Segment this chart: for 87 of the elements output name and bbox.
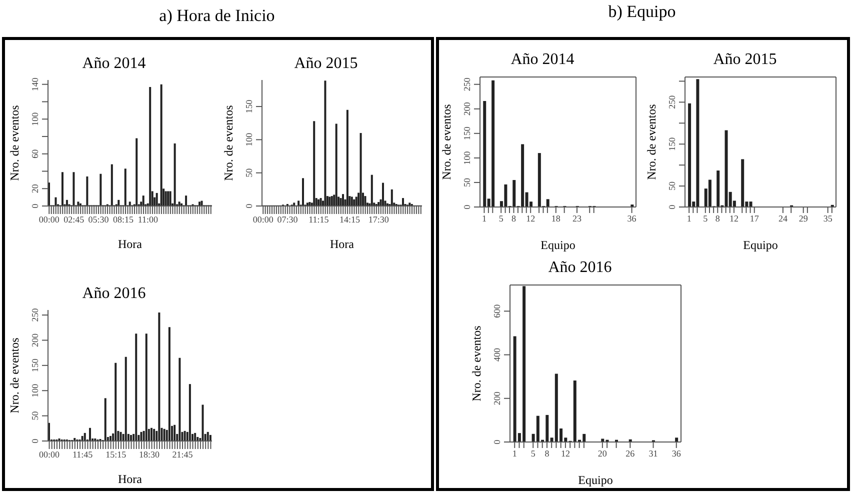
x-tick-label: 11:00: [138, 214, 159, 224]
chart-title: Año 2014: [510, 50, 576, 70]
y-tick-label: 0: [30, 438, 40, 444]
y-tick-label: 50: [667, 181, 677, 191]
x-axis-title: Hora: [118, 237, 143, 251]
y-tick-label: 0: [492, 439, 502, 444]
y-tick-label: 150: [30, 358, 40, 372]
y-tick-label: 0: [30, 203, 40, 208]
x-tick-label: 07:30: [277, 214, 298, 224]
chart-title: Año 2016: [81, 284, 147, 304]
x-axis-title: Hora: [330, 237, 355, 251]
y-tick-label: 150: [244, 99, 254, 114]
x-tick-label: 8: [544, 448, 550, 458]
x-tick-label: 15:15: [106, 449, 127, 460]
y-tick-label: 250: [667, 94, 677, 109]
text: a) Hora de Inicio: [158, 6, 276, 26]
x-tick-label: 5: [703, 213, 708, 224]
y-axis-title: Nro. de eventos: [7, 104, 22, 181]
x-tick-label: 02:45: [64, 214, 85, 224]
x-tick-label: 11:15: [308, 214, 330, 224]
x-tick-label: 12: [729, 213, 738, 224]
y-tick-label: 150: [462, 126, 472, 140]
x-tick-label: 00:00: [252, 214, 274, 224]
y-tick-label: 600: [492, 304, 502, 318]
x-tick-label: 1: [512, 448, 517, 458]
text: b) Equipo: [607, 2, 677, 22]
x-tick-label: 36: [627, 213, 637, 224]
x-tick-label: 5: [530, 448, 536, 458]
x-tick-label: 17: [750, 213, 760, 224]
x-tick-label: 36: [672, 448, 682, 458]
y-axis-title: Nro. de eventos: [644, 104, 658, 180]
y-tick-label: 100: [462, 150, 472, 165]
y-tick-label: 400: [492, 348, 502, 362]
x-tick-label: 8: [715, 213, 720, 224]
y-tick-label: 0: [244, 203, 254, 208]
y-tick-label: 100: [30, 383, 40, 398]
x-tick-label: 12: [526, 213, 536, 224]
y-tick-label: 250: [30, 308, 40, 322]
x-tick-label: 00:00: [38, 214, 60, 224]
x-tick-label: 18: [551, 213, 561, 224]
y-tick-label: 50: [244, 168, 254, 178]
y-tick-label: 100: [244, 132, 254, 146]
x-tick-label: 11:45: [72, 449, 94, 460]
y-tick-label: 100: [30, 112, 40, 126]
x-tick-label: 14:15: [340, 214, 361, 224]
y-axis-title: Nro. de eventos: [7, 337, 22, 414]
y-tick-label: 200: [30, 332, 40, 347]
y-axis-title: Nro. de eventos: [221, 104, 236, 181]
x-tick-label: 1: [686, 213, 692, 224]
x-tick-label: 1: [482, 213, 486, 224]
y-tick-label: 50: [30, 410, 40, 420]
x-tick-label: 12: [560, 448, 570, 458]
chart-title: Año 2014: [81, 54, 147, 74]
x-tick-label: 5: [498, 213, 504, 224]
chart-title: Año 2016: [547, 258, 613, 278]
y-tick-label: 250: [462, 77, 472, 92]
x-axis-title: Equipo: [540, 238, 576, 252]
x-tick-label: 20: [598, 448, 608, 458]
y-axis-title: Nro. de eventos: [469, 325, 484, 402]
x-tick-label: 17:30: [368, 214, 390, 224]
x-tick-label: 05:30: [88, 214, 110, 224]
y-tick-label: 200: [462, 102, 472, 116]
x-tick-label: 08:15: [113, 214, 134, 224]
x-tick-label: 18:30: [138, 449, 160, 460]
y-tick-label: 0: [462, 204, 472, 210]
x-tick-label: 31: [648, 448, 658, 458]
y-tick-label: 150: [667, 136, 677, 151]
x-tick-label: 26: [626, 448, 636, 458]
y-tick-label: 200: [492, 391, 502, 406]
x-tick-label: 00:00: [39, 449, 60, 460]
x-tick-label: 24: [778, 213, 788, 224]
x-tick-label: 35: [823, 213, 833, 224]
y-tick-label: 60: [30, 148, 40, 158]
x-axis-title: Equipo: [578, 473, 613, 487]
y-tick-label: 20: [30, 184, 40, 194]
x-tick-label: 8: [511, 213, 516, 224]
x-tick-label: 29: [798, 213, 808, 224]
chart-title: Año 2015: [293, 54, 359, 74]
y-tick-label: 140: [30, 77, 40, 92]
y-axis-title: Nro. de eventos: [439, 104, 454, 180]
x-axis-title: Hora: [118, 472, 143, 486]
x-tick-label: 21:45: [172, 449, 194, 460]
y-tick-label: 0: [667, 204, 677, 210]
y-tick-label: 50: [462, 177, 472, 187]
chart-title: Año 2015: [712, 50, 778, 70]
x-axis-title: Equipo: [743, 238, 778, 252]
x-tick-label: 23: [572, 213, 582, 224]
